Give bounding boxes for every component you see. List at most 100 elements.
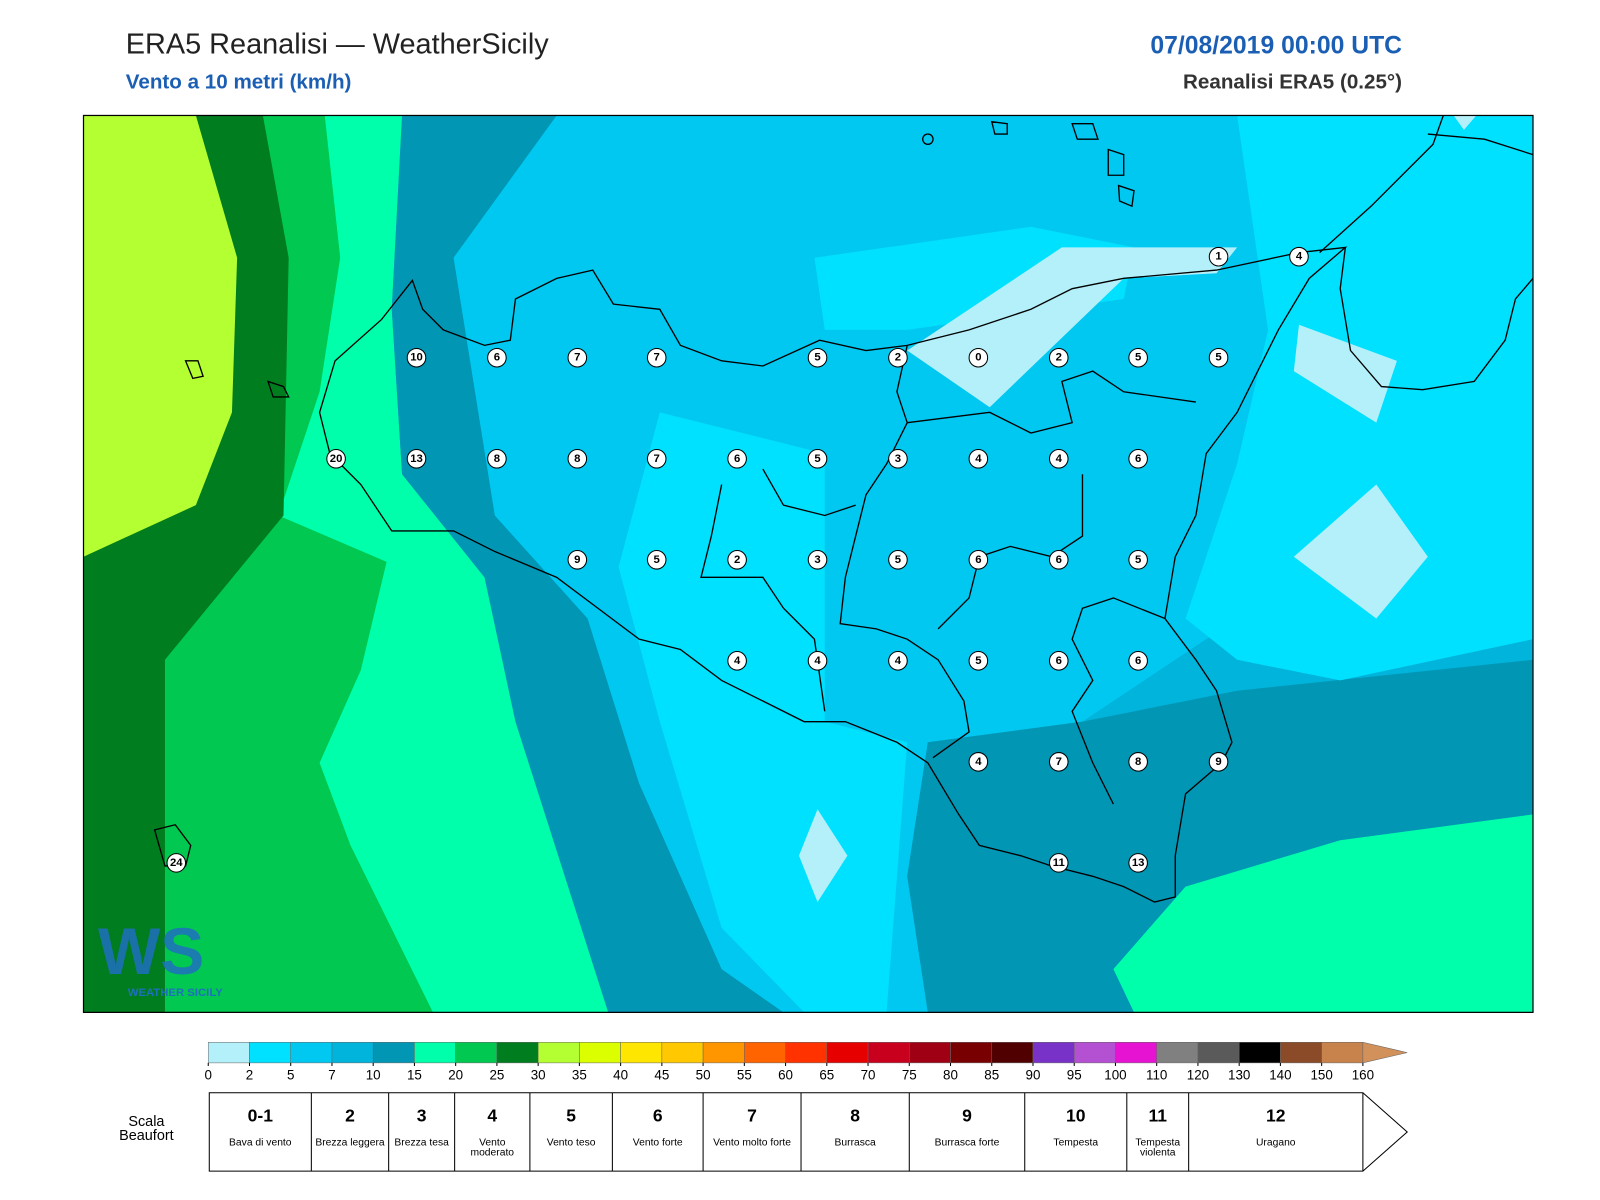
station-marker [567, 549, 588, 570]
colorbar-swatch [1032, 1042, 1075, 1064]
colorbar-tick-label: 120 [1187, 1067, 1209, 1082]
beaufort-force: 3 [417, 1106, 427, 1126]
beaufort-name: Uragano [1255, 1138, 1296, 1149]
colorbar-tick-label: 2 [246, 1067, 253, 1082]
beaufort-force: 12 [1266, 1106, 1286, 1126]
beaufort-name: Brezza tesa [394, 1138, 449, 1149]
station-marker [1289, 246, 1309, 267]
station-marker [567, 347, 588, 368]
colorbar-tick-label: 65 [819, 1067, 834, 1082]
station-marker [646, 549, 667, 570]
station-value: 3 [814, 554, 820, 566]
colorbar-swatch [909, 1042, 951, 1064]
colorbar-swatch [537, 1042, 580, 1064]
colorbar-swatch [661, 1042, 704, 1064]
colorbar-tick-label: 95 [1067, 1067, 1082, 1082]
colorbar-tick-label: 75 [902, 1067, 917, 1082]
beaufort-name-box: Bava di vento [229, 1138, 291, 1148]
beaufort-name-box: Vento teso [547, 1138, 596, 1148]
station-value: 24 [170, 857, 183, 869]
source: Reanalisi ERA5 (0.25°) [1183, 71, 1402, 94]
beaufort-frame [208, 1092, 1408, 1172]
colorbar-tick-label: 85 [984, 1067, 999, 1082]
station-value: 7 [654, 352, 660, 364]
colorbar: 0 2 5 7 10 15 20 25 30 35 40 45 50 55 60 65 70 75 80 85 90 95… [205, 1041, 1408, 1082]
colorbar-swatch [579, 1042, 621, 1064]
station-marker [888, 448, 908, 469]
station-marker [567, 448, 588, 469]
colorbar-swatch [249, 1042, 291, 1064]
station-value: 13 [410, 453, 423, 465]
station-marker [888, 549, 908, 570]
colorbar-swatch [331, 1042, 374, 1064]
station-marker [1208, 246, 1229, 267]
colorbar-tick-label: 140 [1269, 1067, 1291, 1082]
station-value: 4 [1056, 453, 1063, 465]
beaufort-name: Tempesta violenta [1135, 1138, 1181, 1159]
colorbar-tick-label: 25 [489, 1067, 504, 1082]
colorbar-swatch [455, 1042, 498, 1064]
station-value: 0 [975, 352, 981, 364]
station-layer: 10 6 7 7 5 2 0 2 5 520 13 8 8 7 6 5 3 4 4 69 5 2 3 5 6 6 54 4 4 5 6 64 7… [166, 246, 1309, 873]
beaufort-force: 4 [487, 1106, 497, 1126]
station-marker [807, 448, 828, 469]
colorbar-swatch [1115, 1042, 1157, 1064]
logo-text: Weather Sicily [128, 987, 223, 999]
beaufort-force: 9 [962, 1106, 972, 1126]
beaufort-force: 10 [1066, 1106, 1086, 1126]
station-marker [968, 549, 989, 570]
colorbar-tick-label: 100 [1104, 1067, 1126, 1082]
colorbar-tick-label: 30 [531, 1067, 546, 1082]
station-marker [727, 549, 747, 570]
colorbar-swatch [414, 1042, 456, 1064]
station-marker [166, 853, 187, 873]
colorbar-tick-label: 90 [1026, 1067, 1041, 1082]
station-value: 5 [895, 554, 901, 566]
station-value: 6 [494, 352, 500, 364]
station-value: 4 [734, 655, 741, 667]
station-marker [1128, 651, 1148, 671]
station-marker [406, 347, 427, 368]
station-value: 8 [574, 453, 580, 465]
beaufort-name: Burrasca [834, 1138, 876, 1149]
beaufort-name: Brezza leggera [315, 1138, 385, 1149]
station-marker [1048, 448, 1069, 469]
colorbar-tick-label: 0 [205, 1067, 212, 1082]
colorbar-tick-label: 70 [861, 1067, 876, 1082]
colorbar-swatch [1073, 1042, 1116, 1064]
colorbar-swatch [991, 1042, 1034, 1064]
beaufort-name-box: Brezza leggera [315, 1138, 385, 1149]
station-marker [888, 347, 908, 368]
colorbar-extend [1362, 1041, 1408, 1064]
colorbar-tick-label: 5 [287, 1067, 294, 1082]
station-marker [1128, 448, 1148, 469]
station-value: 6 [1056, 554, 1062, 566]
station-marker [1208, 752, 1229, 772]
colorbar-swatch [496, 1042, 539, 1064]
beaufort-name-box: Tempesta violenta [1135, 1138, 1181, 1159]
station-marker [1048, 752, 1069, 772]
station-value: 3 [895, 453, 901, 465]
station-marker [888, 651, 908, 671]
colorbar-swatch [867, 1042, 910, 1064]
station-marker [326, 448, 346, 469]
station-value: 20 [330, 453, 343, 465]
beaufort-force: 5 [566, 1106, 576, 1126]
station-value: 5 [654, 554, 660, 566]
colorbar-swatch [372, 1042, 415, 1064]
date: 07/08/2019 00:00 UTC [1150, 33, 1402, 60]
station-marker [807, 347, 828, 368]
station-value: 5 [814, 453, 820, 465]
title: ERA5 Reanalisi — WeatherSicily [126, 29, 549, 61]
colorbar-swatch [950, 1042, 993, 1064]
station-marker [646, 448, 667, 469]
station-marker [968, 448, 989, 469]
station-marker [807, 651, 828, 671]
beaufort-name-box: Burrasca [834, 1138, 876, 1149]
station-value: 5 [1135, 352, 1141, 364]
station-value: 6 [734, 453, 740, 465]
colorbar-swatch [207, 1042, 250, 1064]
beaufort-name-box: Brezza tesa [394, 1138, 449, 1149]
colorbar-swatch [1238, 1042, 1281, 1064]
beaufort-name: Vento molto forte [713, 1138, 792, 1149]
